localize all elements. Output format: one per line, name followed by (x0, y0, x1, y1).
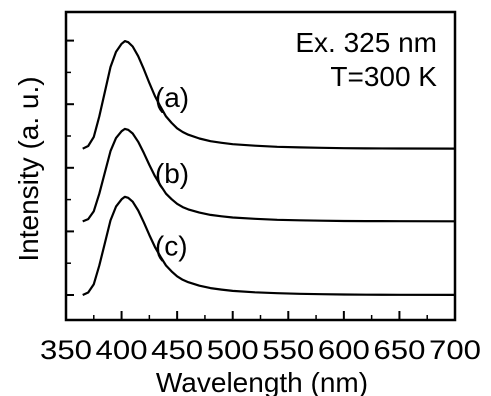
y-axis-ticks (66, 39, 74, 296)
x-tick-label: 550 (262, 335, 314, 365)
series-curves (82, 40, 456, 297)
x-axis-tick-labels: 350 400 450 500 550 600 650 700 (40, 335, 481, 365)
x-tick-label: 650 (373, 335, 425, 365)
excitation-annotation: Ex. 325 nm (295, 27, 437, 58)
x-axis-ticks (65, 311, 456, 320)
x-tick-label: 400 (96, 335, 148, 365)
spectrum-curve (82, 40, 456, 150)
series-label: (c) (155, 230, 188, 261)
spectrum-curve (82, 195, 456, 297)
spectrum-curve (82, 127, 456, 223)
series-label: (a) (155, 82, 189, 113)
x-tick-label: 450 (151, 335, 203, 365)
x-tick-label: 700 (429, 335, 481, 365)
y-axis-title: Intensity (a. u.) (13, 76, 44, 261)
x-tick-label: 350 (40, 335, 92, 365)
plot-area: (a) (b) (c) (64, 10, 457, 322)
series-labels: (a) (b) (c) (155, 82, 189, 262)
plot-frame (64, 10, 457, 322)
series-label: (b) (155, 158, 189, 189)
x-axis-title: Wavelength (nm) (156, 367, 368, 396)
temperature-annotation: T=300 K (330, 61, 437, 92)
x-tick-label: 600 (318, 335, 370, 365)
x-tick-label: 500 (207, 335, 259, 365)
